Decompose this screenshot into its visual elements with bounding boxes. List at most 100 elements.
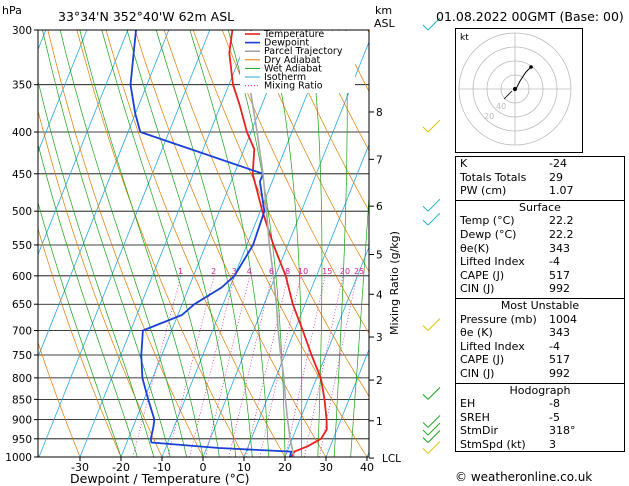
dry-adiabat-line — [47, 30, 204, 457]
mixing-ratio-line — [205, 275, 251, 457]
km-tick-label: 2 — [376, 375, 383, 387]
dry-adiabat-line — [221, 30, 369, 335]
mixing-ratio-label: 20 — [340, 267, 350, 276]
km-label: km — [375, 4, 392, 17]
legend-label: Mixing Ratio — [264, 81, 323, 92]
mixing-ratio-label: 6 — [269, 267, 274, 276]
datetime-title: 01.08.2022 00GMT (Base: 00) — [436, 9, 624, 24]
storm-motion-vector — [503, 90, 513, 100]
wind-barb — [427, 441, 441, 454]
mixing-ratio-label: 8 — [285, 267, 290, 276]
isotherm-line — [0, 30, 5, 457]
temperature-profile — [228, 30, 328, 457]
pressure-tick-label: 650 — [12, 299, 32, 311]
hodograph-ring-label: 20 — [484, 112, 494, 121]
wind-barb — [427, 422, 441, 436]
pressure-tick-label: 300 — [12, 25, 32, 37]
legend-label: Dry Adiabat — [264, 55, 321, 66]
dry-adiabat-line — [38, 109, 163, 457]
legend-label: Dewpoint — [264, 38, 309, 49]
dewpoint-profile — [129, 30, 293, 457]
temp-tick-label: -30 — [71, 461, 89, 474]
hodograph-ring-label: 40 — [496, 102, 506, 111]
dry-adiabat-line — [134, 30, 327, 457]
isotherm-line — [38, 30, 170, 359]
pressure-tick-label: 750 — [12, 350, 32, 362]
km-tick-label: 4 — [376, 289, 383, 301]
pressure-tick-label: 1000 — [5, 452, 32, 464]
wind-barb — [427, 17, 441, 31]
dry-adiabat-line — [280, 30, 369, 212]
indices-row: Totals Totals 29 — [460, 170, 563, 184]
most-unstable-section: Most Unstable Pressure (mb) 1004 θe (K) 34… — [456, 297, 624, 383]
wind-barb — [422, 205, 429, 212]
isotherm-line — [325, 348, 369, 457]
mixing-ratio-axis-label: Mixing Ratio (g/kg) — [388, 231, 401, 335]
wet-adiabat-line — [42, 30, 171, 457]
legend-label: Isotherm — [264, 72, 306, 83]
wind-barb — [422, 394, 429, 400]
pressure-tick-label: 350 — [12, 80, 32, 92]
hodograph-kt-label: kt — [460, 33, 469, 43]
wet-adiabat-line — [79, 30, 204, 457]
pressure-tick-label: 400 — [12, 127, 32, 139]
temp-tick-label: -10 — [153, 461, 171, 474]
km-tick-label: 3 — [376, 332, 383, 344]
dry-adiabat-line — [250, 30, 369, 273]
km-tick-label: 5 — [376, 250, 383, 262]
mixing-ratio-label: 3 — [232, 267, 237, 276]
x-axis-label: Dewpoint / Temperature (°C) — [70, 471, 249, 486]
wet-adiabat-line — [155, 30, 253, 457]
isotherm-line — [284, 245, 369, 457]
wet-adiabat-line — [38, 79, 155, 457]
isotherm-line — [79, 30, 252, 457]
hpa-label: hPa — [2, 4, 22, 17]
mixing-ratio-line — [189, 275, 236, 457]
wind-barb — [422, 24, 429, 31]
wet-adiabat-line — [126, 30, 237, 457]
km-tick-label: 8 — [376, 107, 383, 119]
dry-adiabat-line — [38, 227, 122, 457]
pressure-tick-label: 950 — [12, 434, 32, 446]
mixing-ratio-line — [228, 275, 273, 457]
hodograph-panel: kt 20 40 — [455, 28, 583, 153]
km-tick-label: 6 — [376, 201, 383, 213]
dry-adiabat-line — [192, 30, 369, 397]
wind-barb — [422, 429, 429, 436]
wind-barb — [422, 437, 429, 443]
indices-row: PW (cm) 1.07 — [460, 184, 574, 198]
wet-adiabat-line — [268, 30, 303, 457]
pressure-tick-label: 550 — [12, 240, 32, 252]
wet-adiabat-line — [59, 30, 187, 457]
pressure-tick-label: 500 — [12, 206, 32, 218]
dry-adiabat-line — [76, 30, 245, 457]
pressure-tick-label: 450 — [12, 169, 32, 181]
most-unstable-title: Most Unstable — [500, 298, 580, 312]
copyright-footer: © weatheronline.co.uk — [455, 470, 593, 484]
mixing-ratio-label: 2 — [211, 267, 216, 276]
mixing-ratio-label: 25 — [354, 267, 364, 276]
temp-tick-label: 40 — [360, 461, 374, 474]
location-title: 33°34'N 352°40'W 62m ASL — [58, 9, 234, 24]
mixing-ratio-line — [285, 275, 326, 457]
surface-title: Surface — [519, 200, 561, 214]
indices-table: K -24 Totals Totals 29 PW (cm) 1.07 Surface… — [455, 156, 625, 453]
mixing-ratio-label: 15 — [322, 267, 332, 276]
temp-tick-label: -20 — [112, 461, 130, 474]
wet-adiabat-line — [333, 30, 348, 457]
mixing-ratio-line — [167, 275, 215, 457]
mixing-ratio-line — [304, 275, 344, 457]
wind-barb — [427, 212, 441, 226]
legend-label: Parcel Trajectory — [264, 46, 343, 57]
hodograph-tip — [529, 65, 533, 69]
temp-tick-label: 20 — [278, 461, 292, 474]
wind-barb — [427, 119, 441, 133]
wet-adiabat-line — [189, 30, 269, 457]
dry-adiabat-line — [309, 30, 369, 152]
mixing-ratio-label: 10 — [298, 267, 308, 276]
wet-adiabat-line — [101, 30, 220, 457]
isotherm-line — [38, 30, 211, 457]
isotherm-line — [161, 30, 334, 457]
hodograph-plot: kt 20 40 — [458, 32, 572, 146]
